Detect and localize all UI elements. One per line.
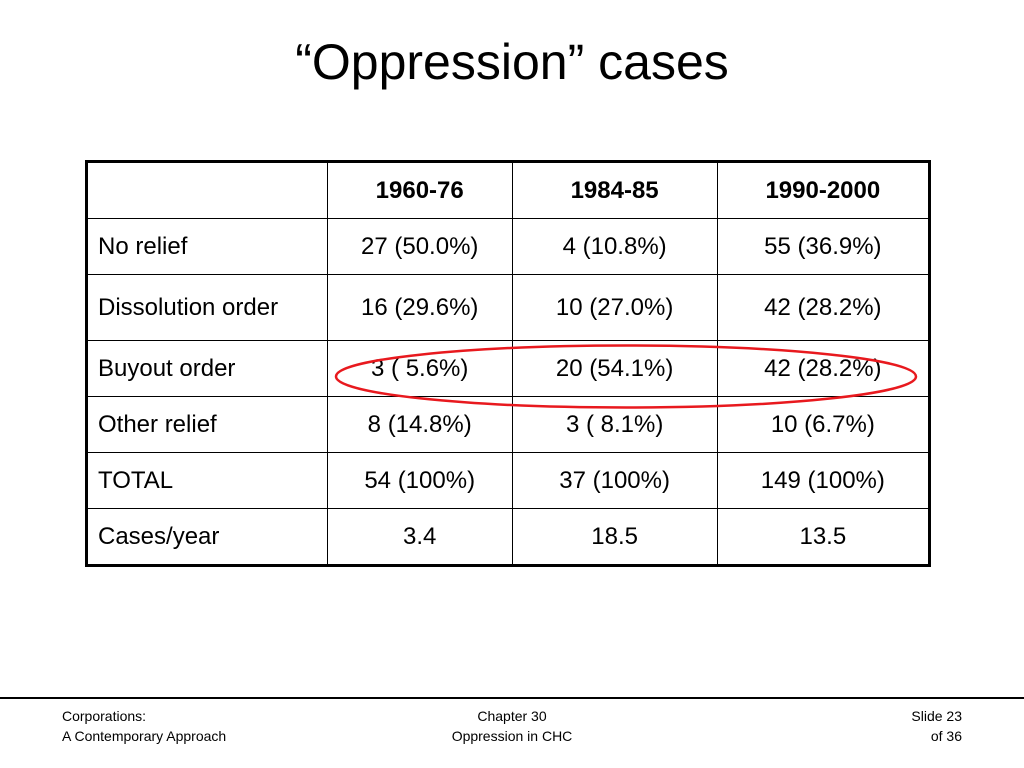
- table-cell: 20 (54.1%): [511, 340, 718, 397]
- table-cell: 10 (27.0%): [511, 274, 718, 341]
- footer-left-line2: A Contemporary Approach: [62, 728, 227, 744]
- footer-right-line1: Slide 23: [911, 708, 962, 724]
- table-cell: 8 (14.8%): [326, 396, 513, 453]
- row-label: No relief: [86, 218, 328, 275]
- table-row: Dissolution order 16 (29.6%) 10 (27.0%) …: [86, 274, 931, 341]
- table-row: Other relief 8 (14.8%) 3 ( 8.1%) 10 (6.7…: [86, 396, 931, 453]
- table-header-cell: 1960-76: [326, 161, 513, 219]
- footer-left-line1: Corporations:: [62, 708, 147, 724]
- table-row: Buyout order 3 ( 5.6%) 20 (54.1%) 42 (28…: [86, 340, 931, 397]
- oppression-cases-table: 1960-76 1984-85 1990-2000 No relief 27 (…: [85, 160, 931, 567]
- row-label: Cases/year: [86, 508, 328, 566]
- row-label: TOTAL: [86, 452, 328, 509]
- table-cell: 3 ( 5.6%): [326, 340, 513, 397]
- footer-center-line1: Chapter 30: [477, 708, 547, 724]
- table-cell: 42 (28.2%): [716, 340, 931, 397]
- table-header-row: 1960-76 1984-85 1990-2000: [86, 161, 931, 219]
- table-cell: 37 (100%): [511, 452, 718, 509]
- table-header-cell: 1984-85: [511, 161, 718, 219]
- table-row: No relief 27 (50.0%) 4 (10.8%) 55 (36.9%…: [86, 218, 931, 275]
- table-cell: 42 (28.2%): [716, 274, 931, 341]
- table-cell: 27 (50.0%): [326, 218, 513, 275]
- row-label: Buyout order: [86, 340, 328, 397]
- row-label: Other relief: [86, 396, 328, 453]
- footer-slide-number: Slide 23 of 36: [911, 706, 962, 746]
- table-header-cell: 1990-2000: [716, 161, 931, 219]
- table-cell: 4 (10.8%): [511, 218, 718, 275]
- table-cell: 3 ( 8.1%): [511, 396, 718, 453]
- footer-course-title: Corporations: A Contemporary Approach: [62, 706, 226, 746]
- table-row: TOTAL 54 (100%) 37 (100%) 149 (100%): [86, 452, 931, 509]
- footer-center-line2: Oppression in CHC: [451, 728, 573, 744]
- table-cell: 13.5: [716, 508, 931, 566]
- table-header-corner: [86, 161, 328, 219]
- table-cell: 55 (36.9%): [716, 218, 931, 275]
- table-cell: 149 (100%): [716, 452, 931, 509]
- slide-title: “Oppression” cases: [295, 34, 729, 90]
- footer-divider: [0, 697, 1024, 699]
- table-cell: 3.4: [326, 508, 513, 566]
- table-row: Cases/year 3.4 18.5 13.5: [86, 508, 931, 566]
- table-cell: 10 (6.7%): [716, 396, 931, 453]
- footer-chapter: Chapter 30 Oppression in CHC: [412, 706, 612, 746]
- table-cell: 54 (100%): [326, 452, 513, 509]
- row-label: Dissolution order: [86, 274, 328, 341]
- footer-right-line2: of 36: [930, 728, 962, 744]
- table-cell: 16 (29.6%): [326, 274, 513, 341]
- table-cell: 18.5: [511, 508, 718, 566]
